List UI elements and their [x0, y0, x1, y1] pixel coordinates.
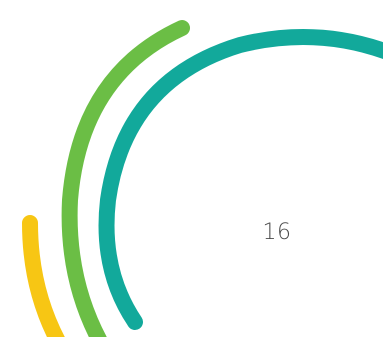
page-number: 16: [262, 220, 292, 245]
teal-arc: [98, 29, 383, 330]
yellow-arc: [22, 215, 65, 337]
green-arc: [61, 20, 190, 337]
